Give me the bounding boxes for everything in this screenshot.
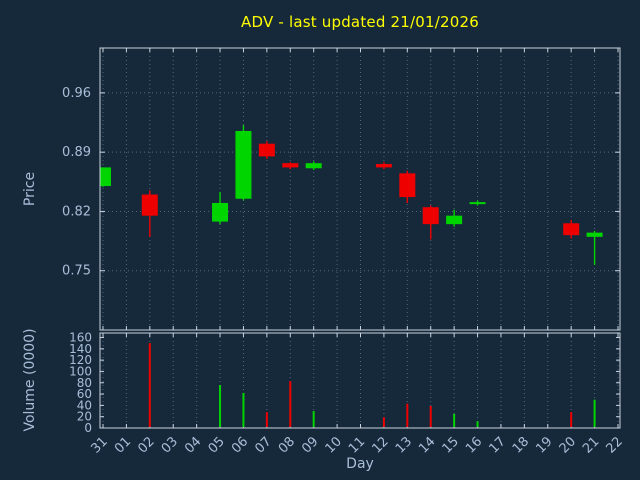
candle-body [586,232,603,237]
day-tick-label: 21 [580,434,602,456]
candle-body [100,167,111,187]
chart-title: ADV - last updated 21/01/2026 [241,13,479,31]
day-tick-label: 14 [416,434,438,456]
volume-tick-label: 160 [69,331,92,345]
day-tick-label: 04 [182,434,204,456]
volume-tick-label: 20 [77,410,92,424]
day-tick-label: 08 [276,434,298,456]
volume-tick-label: 0 [84,421,92,435]
price-panel-frame [99,47,621,331]
candle-body [258,143,275,157]
day-tick-label: 06 [229,434,251,456]
day-tick-label: 05 [206,434,228,456]
day-tick-label: 19 [533,434,555,456]
x-axis-label: Day [346,456,374,472]
volume-tick-label: 140 [69,342,92,356]
day-tick-label: 15 [440,434,462,456]
day-tick-label: 10 [323,434,345,456]
gridlines [100,48,620,428]
candle-body [563,223,580,236]
day-tick-label: 22 [604,434,626,456]
candle-body [305,163,322,169]
day-tick-label: 18 [510,434,532,456]
candle-body [141,194,158,216]
candle-body [469,202,486,205]
day-tick-label: 20 [557,434,579,456]
price-tick-label: 0.82 [62,204,91,219]
volume-bars [148,343,596,427]
candle-body [399,173,416,198]
day-tick-label: 11 [346,434,368,456]
candle-body [422,207,439,225]
day-tick-label: 02 [135,434,157,456]
volume-tick-label: 60 [77,387,92,401]
day-tick-label: 31 [89,434,111,456]
day-tick-label: 17 [486,434,508,456]
day-tick-label: 01 [112,434,134,456]
volume-tick-label: 100 [69,364,92,378]
volume-tick-label: 120 [69,353,92,367]
volume-tick-label: 40 [77,398,92,412]
candle-body [446,215,463,225]
volume-tick-label: 80 [77,376,92,390]
day-tick-label: 09 [299,434,321,456]
day-tick-label: 13 [393,434,415,456]
day-tick-label: 16 [463,434,485,456]
candle-body [235,130,252,199]
day-tick-label: 12 [369,434,391,456]
day-tick-label: 07 [252,434,274,456]
candle-body [282,163,299,168]
price-tick-label: 0.96 [62,86,91,101]
day-tick-label: 03 [159,434,181,456]
price-tick-label: 0.75 [62,264,91,279]
candle-body [375,164,392,168]
candle-body [212,202,229,222]
price-tick-label: 0.89 [62,145,91,160]
candles [100,125,603,265]
